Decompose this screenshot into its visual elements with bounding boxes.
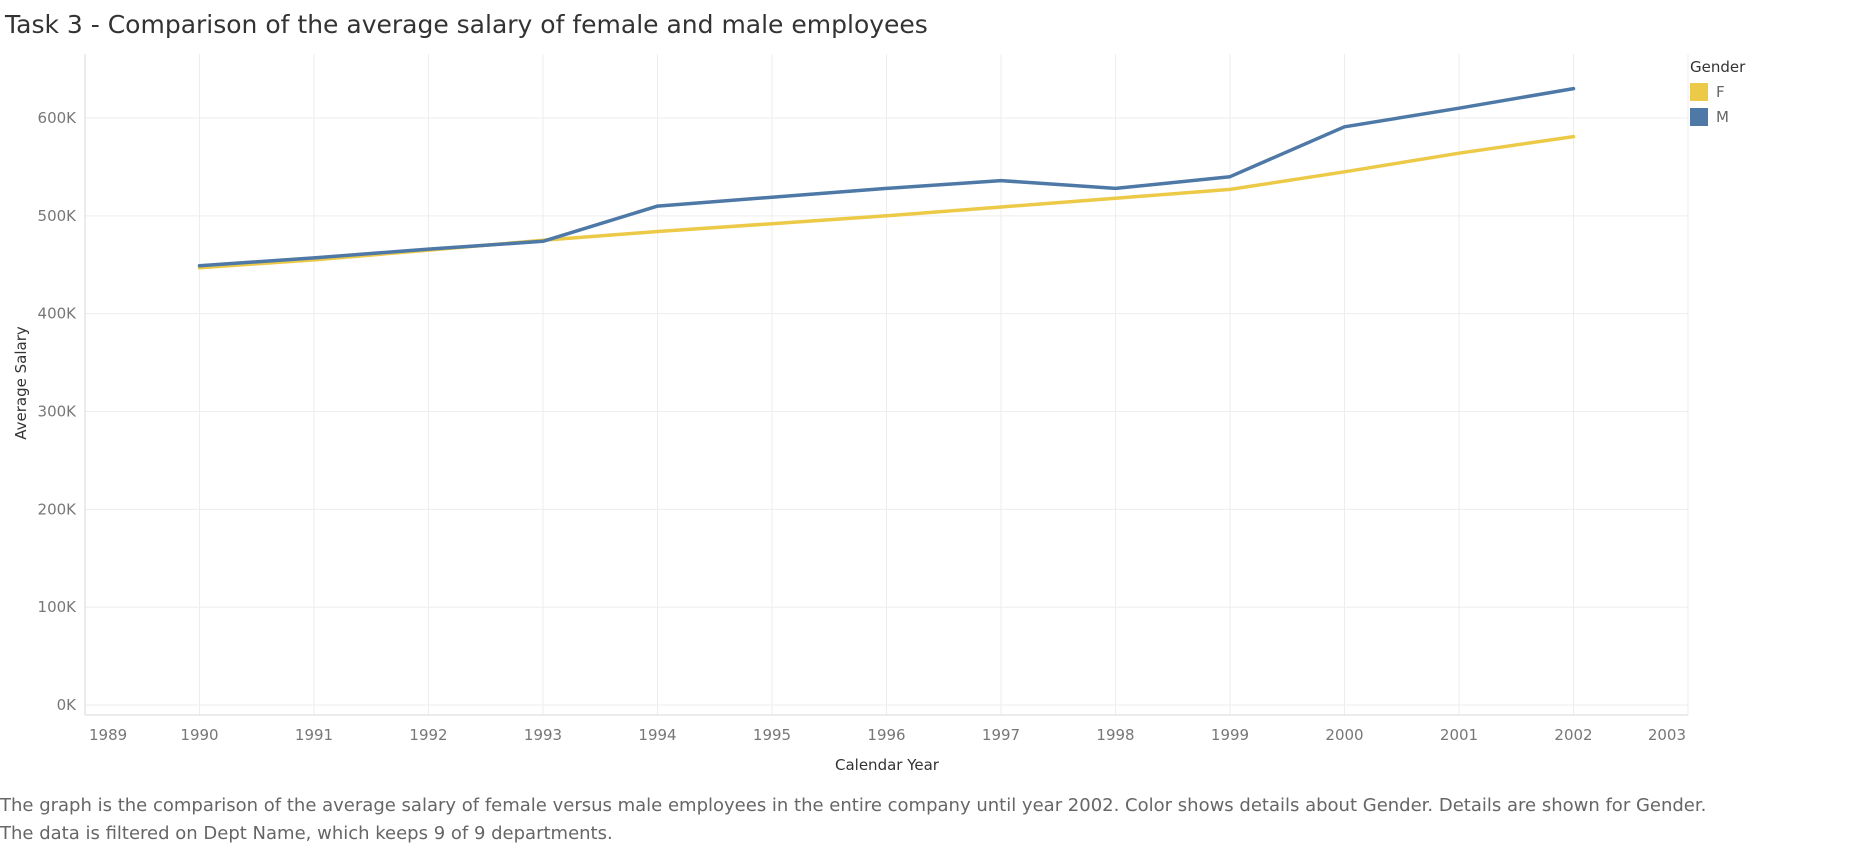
data-point-m[interactable]	[1228, 175, 1232, 179]
line-chart: 1989 1990 1991 1992 1993 1994 1995 1996 1997 1998…	[12, 54, 1689, 774]
chart-title: Task 3 - Comparison of the average salar…	[5, 10, 928, 39]
caption-line-1: The graph is the comparison of the avera…	[0, 795, 1707, 816]
data-point-m[interactable]	[1343, 125, 1346, 129]
x-tick-label: 1998	[1096, 726, 1134, 744]
data-point-m[interactable]	[770, 195, 774, 199]
data-point-m[interactable]	[1114, 186, 1117, 190]
data-point-f[interactable]	[1572, 135, 1575, 139]
data-point-m[interactable]	[885, 186, 888, 190]
x-tick-label: 2003	[1648, 726, 1686, 744]
legend-title: Gender	[1690, 58, 1746, 76]
chart-caption: The graph is the comparison of the avera…	[0, 792, 1706, 848]
legend-label-f: F	[1716, 82, 1725, 101]
x-tick-label: 1992	[409, 726, 447, 744]
x-tick-label: 1994	[638, 726, 676, 744]
data-point-f[interactable]	[885, 214, 888, 218]
legend-label-m: M	[1716, 107, 1729, 126]
data-point-f[interactable]	[1114, 196, 1117, 200]
y-tick-label: 300K	[38, 403, 78, 421]
x-tick-label: 1999	[1211, 726, 1249, 744]
legend-swatch-m	[1690, 107, 1708, 126]
legend-item-f[interactable]: F	[1690, 79, 1745, 104]
data-point-f[interactable]	[656, 229, 659, 233]
y-tick-label: 100K	[38, 598, 78, 616]
data-point-m[interactable]	[999, 179, 1003, 183]
data-point-m[interactable]	[1572, 87, 1575, 91]
x-tick-label: 2002	[1554, 726, 1592, 744]
data-point-f[interactable]	[1457, 151, 1461, 155]
x-tick-label: 1990	[180, 726, 218, 744]
x-tick-label: 1997	[982, 726, 1020, 744]
legend-swatch-f	[1690, 82, 1708, 101]
legend-item-m[interactable]: M	[1690, 104, 1745, 129]
data-point-m[interactable]	[541, 239, 545, 243]
y-tick-label: 200K	[38, 500, 78, 518]
data-point-m[interactable]	[656, 204, 659, 208]
y-tick-label: 500K	[38, 207, 78, 225]
x-tick-label: 1995	[753, 726, 791, 744]
data-point-m[interactable]	[312, 256, 316, 260]
data-point-f[interactable]	[770, 222, 774, 226]
x-tick-label: 1989	[89, 726, 127, 744]
x-tick-label: 1991	[295, 726, 333, 744]
x-tick-label: 1993	[524, 726, 562, 744]
caption-line-2: The data is filtered on Dept Name, which…	[0, 823, 613, 844]
y-axis-label: Average Salary	[12, 326, 30, 440]
x-tick-label: 2001	[1440, 726, 1478, 744]
y-tick-label: 400K	[38, 305, 78, 323]
x-axis-label: Calendar Year	[835, 756, 940, 774]
data-point-f[interactable]	[999, 205, 1003, 209]
x-tick-label: 1996	[867, 726, 905, 744]
data-point-m[interactable]	[427, 247, 430, 251]
data-point-f[interactable]	[1228, 187, 1232, 191]
legend: Gender F M	[1690, 58, 1745, 129]
y-tick-label: 600K	[38, 109, 78, 127]
data-point-f[interactable]	[1343, 170, 1346, 174]
y-tick-label: 0K	[57, 696, 78, 714]
x-tick-label: 2000	[1325, 726, 1363, 744]
data-point-m[interactable]	[198, 264, 201, 268]
data-point-m[interactable]	[1457, 106, 1461, 110]
